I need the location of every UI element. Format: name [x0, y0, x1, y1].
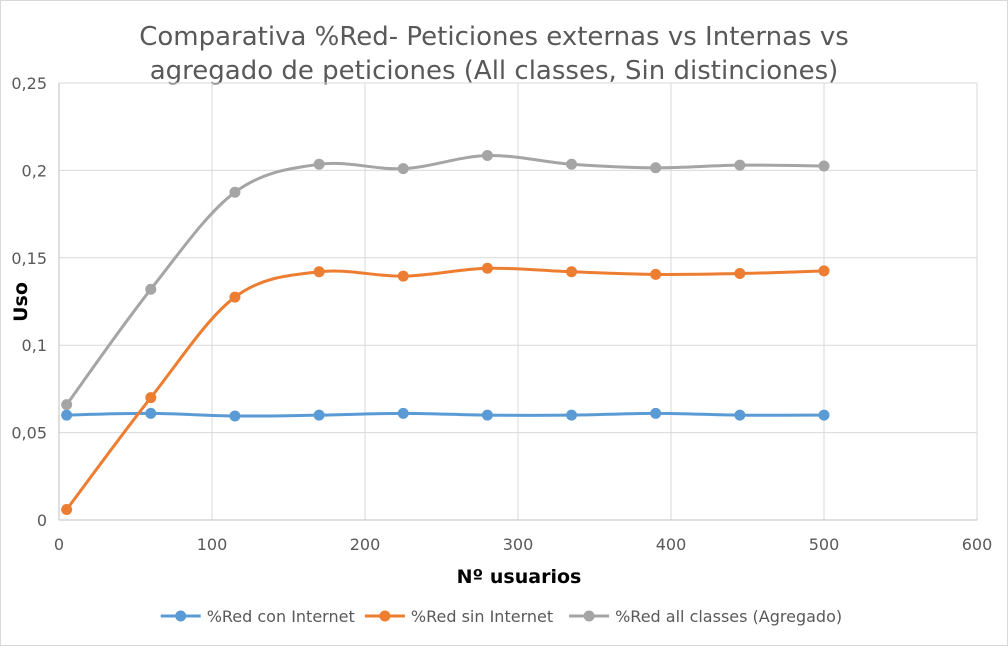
data-point [229, 291, 241, 303]
series-line [65, 411, 826, 418]
data-point [61, 409, 73, 421]
x-tick-label: 500 [809, 535, 840, 554]
chart-title-line-1: Comparativa %Red- Peticiones externas vs… [139, 22, 849, 52]
data-point [397, 163, 409, 175]
data-point [313, 266, 325, 278]
series-line [65, 266, 826, 512]
data-point [313, 409, 325, 421]
data-point [650, 162, 662, 174]
x-tick-label: 300 [503, 535, 534, 554]
legend-entry: %Red con Internet [160, 607, 355, 626]
data-point [650, 407, 662, 419]
x-tick-label: 0 [54, 535, 64, 554]
y-tick-label: 0,2 [22, 161, 47, 180]
x-axis-title: Nº usuarios [457, 566, 582, 588]
y-tick-label: 0 [37, 511, 47, 530]
data-point [818, 409, 830, 421]
chart-title-line-2: agregado de peticiones (All classes, Sin… [150, 56, 839, 86]
x-tick-label: 200 [350, 535, 381, 554]
gridlines [59, 82, 978, 520]
y-tick-label: 0,15 [11, 249, 47, 268]
x-tick-label: 400 [656, 535, 687, 554]
y-tick-label: 0,25 [11, 74, 47, 93]
data-point [818, 265, 830, 277]
series-lines [61, 150, 830, 516]
legend-label: %Red con Internet [207, 607, 355, 626]
data-point [481, 150, 493, 162]
legend-swatch-marker [379, 610, 391, 622]
legend-swatch-marker [583, 610, 595, 622]
data-point [397, 270, 409, 282]
data-point [818, 160, 830, 172]
data-point [145, 283, 157, 295]
series-3 [61, 150, 830, 411]
data-point [145, 407, 157, 419]
series-line [65, 154, 826, 407]
data-point [229, 186, 241, 198]
axes [58, 83, 977, 521]
data-point [61, 504, 73, 516]
data-point [566, 266, 578, 278]
data-point [650, 268, 662, 280]
legend-swatch-marker [175, 610, 187, 622]
data-point [481, 409, 493, 421]
y-tick-label: 0,05 [11, 424, 47, 443]
legend-entry: %Red all classes (Agregado) [569, 607, 842, 626]
data-point [481, 262, 493, 274]
legend-entry: %Red sin Internet [364, 607, 553, 626]
y-axis-title: Uso [10, 282, 32, 322]
tick-labels: 0 0,05 0,1 0,15 0,2 0,25 0 100 200 300 400 500 600 [11, 74, 992, 554]
data-point [397, 407, 409, 419]
data-point [734, 159, 746, 171]
x-tick-label: 600 [962, 535, 993, 554]
series-1 [61, 407, 830, 422]
y-tick-label: 0,1 [22, 336, 47, 355]
legend-label: %Red all classes (Agregado) [615, 607, 842, 626]
series-2 [61, 262, 830, 516]
data-point [61, 399, 73, 411]
data-point [145, 392, 157, 404]
legend: %Red con Internet %Red sin Internet %Red a… [160, 607, 842, 626]
data-point [734, 268, 746, 280]
x-tick-label: 100 [197, 535, 228, 554]
data-point [566, 409, 578, 421]
data-point [313, 158, 325, 170]
data-point [566, 158, 578, 170]
legend-label: %Red sin Internet [411, 607, 553, 626]
data-point [734, 409, 746, 421]
data-point [229, 410, 241, 422]
